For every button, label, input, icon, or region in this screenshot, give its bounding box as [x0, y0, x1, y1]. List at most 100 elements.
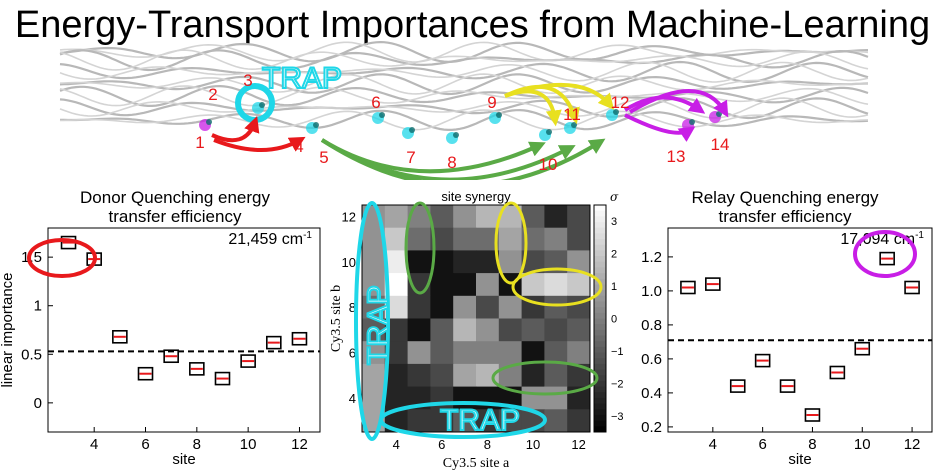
colorbar-step — [594, 403, 606, 410]
heat-x-tick-label: 8 — [484, 437, 491, 452]
heat-cell — [521, 363, 545, 388]
heat-cell — [384, 386, 409, 410]
importance-box-11 — [266, 335, 282, 350]
page-title: Energy-Transport Importances from Machin… — [14, 4, 931, 46]
heat-x-tick-label: 4 — [393, 437, 400, 452]
dye-cluster — [453, 132, 459, 138]
x-tick-label: 6 — [141, 436, 149, 453]
site-label-5: 5 — [319, 148, 328, 167]
heat-cell — [384, 295, 409, 319]
x-tick-label: 8 — [808, 436, 816, 453]
heat-cell — [453, 409, 477, 433]
colorbar-step — [594, 307, 606, 314]
heat-cell — [430, 273, 454, 297]
x-tick-label: 10 — [240, 436, 257, 453]
colorbar-step — [594, 426, 606, 433]
heat-cell — [544, 363, 568, 388]
heat-cell — [567, 318, 591, 342]
colorbar-frame — [593, 204, 607, 433]
colorbar-step — [594, 295, 606, 302]
importance-box-6 — [137, 366, 154, 381]
heat-cell — [453, 318, 477, 342]
heat-cell — [384, 205, 409, 229]
green-row-ellipse — [491, 360, 599, 396]
x-tick-label: 10 — [854, 436, 871, 453]
heat-cell — [567, 363, 591, 388]
heat-cell — [384, 250, 409, 274]
importance-box-6 — [754, 353, 771, 368]
heat-cell — [384, 363, 409, 388]
colorbar-step — [594, 233, 606, 240]
heat-cell — [430, 341, 454, 365]
heat-x-tick-label: 10 — [526, 437, 540, 452]
helix-strand — [59, 49, 869, 72]
heat-cell — [384, 318, 409, 342]
heat-cell — [407, 250, 431, 274]
heat-cell — [407, 318, 431, 342]
heat-cell — [498, 227, 523, 251]
heat-y-tick-label: 10 — [342, 255, 356, 270]
y-tick-label: 0.5 — [21, 346, 42, 363]
frequency-value: 21,459 cm — [228, 231, 303, 248]
dye-cluster — [689, 119, 695, 125]
colorbar-tick-label: 0 — [611, 314, 617, 326]
helix-strand — [59, 84, 869, 107]
colorbar-step — [594, 267, 606, 274]
x-tick-label: 12 — [291, 436, 308, 453]
heat-y-axis-label: Cy3.5 site b — [329, 285, 344, 352]
site-label-12: 12 — [611, 93, 630, 112]
yellow-row-ellipse — [511, 267, 603, 307]
dye-cluster — [613, 109, 619, 115]
heat-y-tick-label: 6 — [349, 346, 356, 361]
dye-cluster — [496, 112, 502, 118]
site-label-9: 9 — [487, 93, 496, 112]
colorbar-step — [594, 352, 606, 359]
x-tick-label: 6 — [758, 436, 766, 453]
left-chart-title: Donor Quenching energy transfer efficien… — [30, 188, 320, 226]
site-label-2: 2 — [208, 85, 217, 104]
green-column-ellipse — [404, 201, 436, 295]
heat-cell — [362, 341, 386, 365]
colorbar-step — [594, 205, 606, 212]
heat-cell — [476, 318, 500, 342]
heat-cell — [430, 250, 454, 274]
right-chart-title: Relay Quenching energy transfer efficien… — [640, 188, 930, 226]
heat-cell — [544, 318, 568, 342]
trap-row-ellipse — [379, 401, 547, 439]
transfer-arrow — [628, 89, 729, 118]
importance-box-4 — [705, 277, 721, 291]
y-tick-label: 0.4 — [641, 385, 662, 402]
importance-box-9 — [214, 371, 231, 386]
dye-cluster — [379, 112, 385, 118]
colorbar-step — [594, 273, 606, 280]
heat-cell — [362, 363, 386, 388]
y-tick-label: 0 — [34, 395, 42, 412]
heat-x-axis-label: Cy3.5 site a — [443, 456, 510, 471]
site-label-1: 1 — [195, 133, 204, 152]
left-chart-title-line-2: transfer efficiency — [108, 207, 242, 226]
colorbar-step — [594, 420, 606, 427]
colorbar-step — [594, 409, 606, 416]
heat-cell — [407, 363, 431, 388]
importance-box-3 — [680, 280, 696, 295]
plot-frame — [47, 227, 321, 433]
heat-cell — [544, 341, 568, 365]
heat-cell — [521, 250, 545, 274]
colorbar-step — [594, 324, 606, 331]
site-label-3: 3 — [243, 71, 252, 90]
colorbar-tick-label: 1 — [611, 281, 617, 293]
heat-cell — [430, 295, 454, 319]
dye-cluster — [259, 102, 265, 108]
heat-cell — [453, 227, 477, 251]
colorbar-tick-label: −2 — [611, 378, 624, 390]
colorbar-step — [594, 239, 606, 246]
heat-cell — [407, 409, 431, 433]
colorbar-step — [594, 250, 606, 257]
heat-cell — [453, 341, 477, 365]
x-axis-label: site — [172, 451, 195, 468]
colorbar-step — [594, 346, 606, 354]
heat-cell — [544, 227, 568, 251]
importance-box-12 — [291, 331, 308, 346]
